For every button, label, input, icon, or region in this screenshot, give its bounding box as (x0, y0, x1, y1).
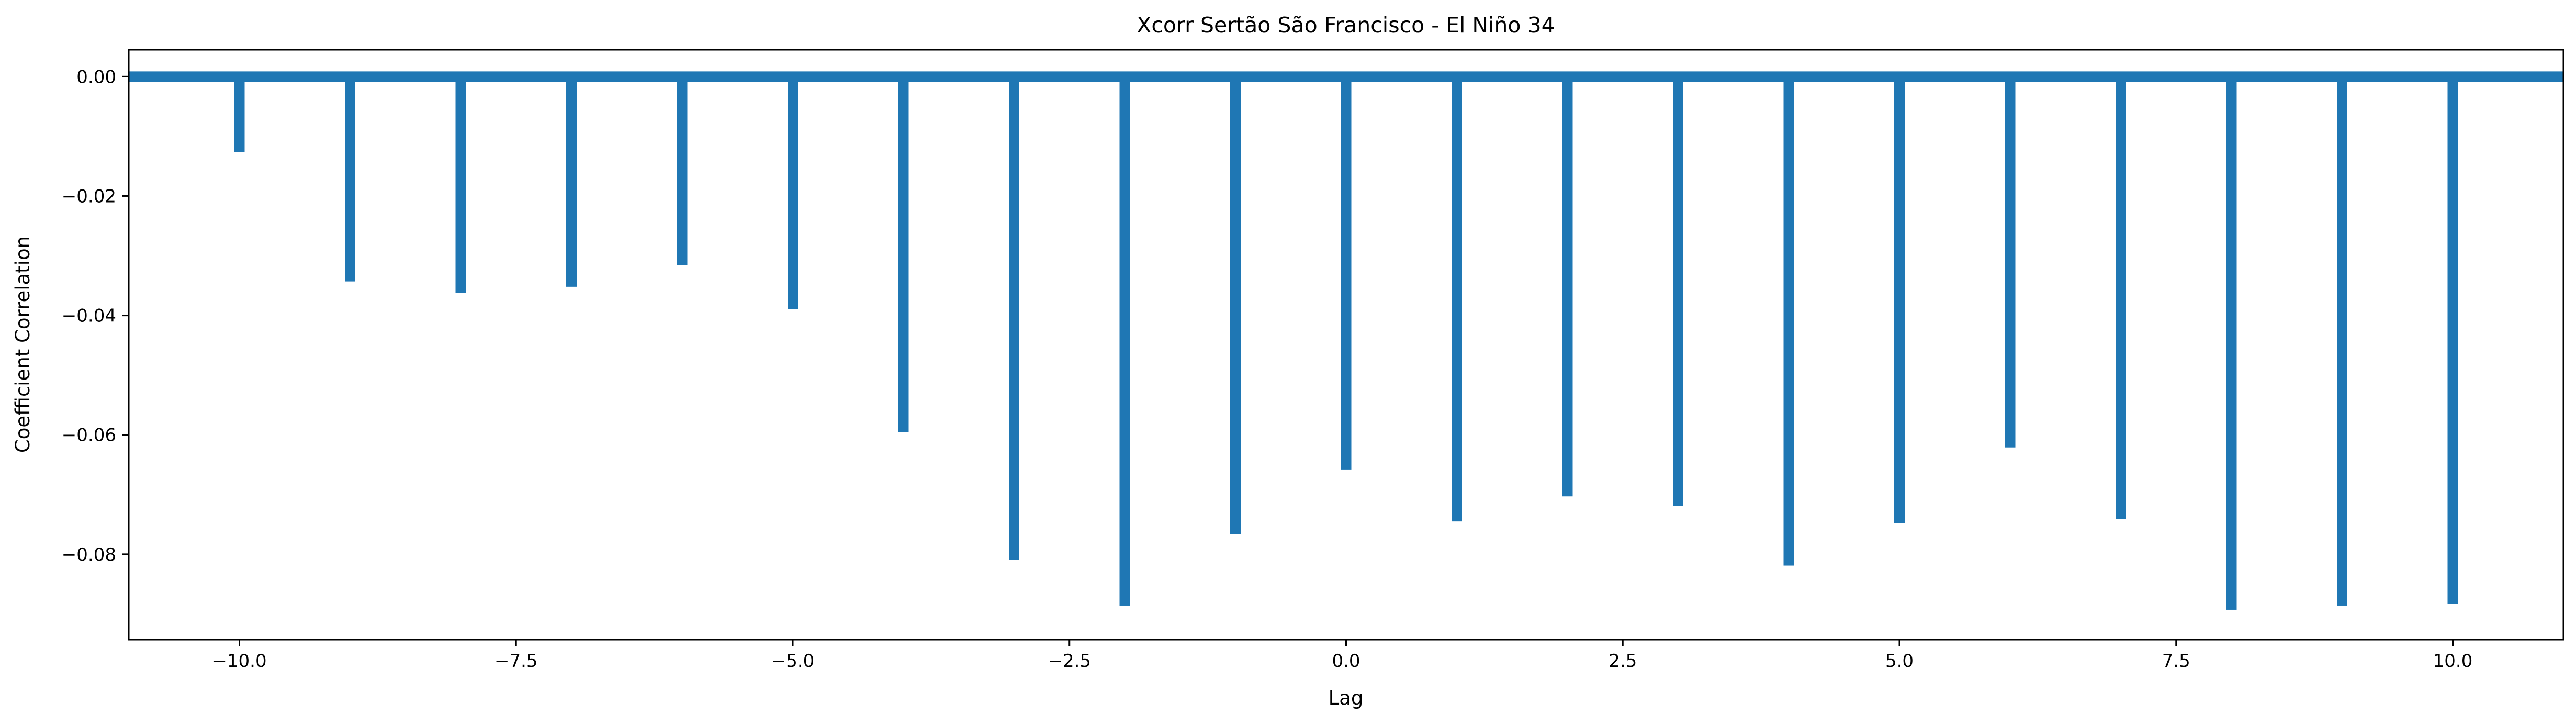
ticks-layer: −10.0 −7.5 −5.0 −2.5 0.0 2.5 5.0 7.5 10.0 0.00 −0.… (62, 66, 2473, 672)
plot-frame (128, 49, 2564, 641)
bar-lag-6 (2005, 76, 2016, 448)
bar-lag--7 (566, 76, 577, 287)
bar-lag-2 (1562, 76, 1573, 497)
bar-lag-9 (2337, 76, 2347, 606)
bar-lag-8 (2226, 76, 2237, 610)
bar-lag-10 (2447, 76, 2458, 604)
bar-lag--2 (1119, 76, 1130, 606)
x-axis-label: Lag (1329, 687, 1364, 709)
x-tick-label: 5.0 (1885, 651, 1914, 672)
bars-layer (129, 71, 2563, 610)
x-tick-label: −7.5 (494, 651, 538, 672)
bar-lag--3 (1009, 76, 1019, 560)
bar-lag--10 (234, 76, 245, 152)
bar-lag-1 (1452, 76, 1462, 522)
y-tick-label: −0.02 (62, 186, 116, 207)
x-tick-label: 0.0 (1332, 651, 1360, 672)
y-tick-label: −0.08 (62, 544, 116, 565)
y-axis-label: Coefficient Correlation (12, 236, 34, 453)
bar-lag--1 (1230, 76, 1241, 534)
x-tick-label: 2.5 (1608, 651, 1637, 672)
y-tick-label: −0.04 (62, 306, 116, 327)
bar-lag-0 (1341, 76, 1352, 470)
bar-lag--4 (898, 76, 909, 432)
x-tick-label: 10.0 (2433, 651, 2473, 672)
bar-lag-5 (1894, 76, 1905, 523)
chart-title: Xcorr Sertão São Francisco - El Niño 34 (1137, 13, 1555, 38)
bar-lag--8 (455, 76, 466, 293)
x-tick-label: 7.5 (2162, 651, 2190, 672)
x-tick-label: −2.5 (1048, 651, 1091, 672)
bar-lag--5 (788, 76, 798, 309)
bar-lag-3 (1673, 76, 1683, 506)
bar-lag-7 (2116, 76, 2126, 519)
bar-lag--9 (345, 76, 355, 282)
x-tick-label: −5.0 (771, 651, 815, 672)
y-tick-label: −0.06 (62, 425, 116, 446)
x-tick-label: −10.0 (212, 651, 266, 672)
y-tick-label: 0.00 (76, 66, 116, 87)
bar-lag--6 (677, 76, 688, 265)
bar-lag-4 (1783, 76, 1794, 566)
